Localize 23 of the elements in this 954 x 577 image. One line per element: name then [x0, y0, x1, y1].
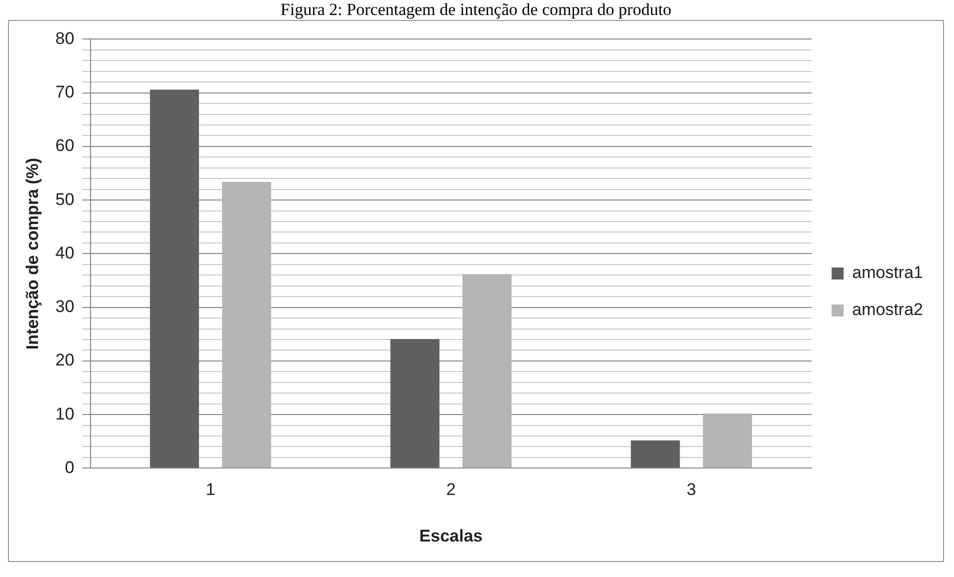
- y-tick-label: 70: [55, 82, 74, 102]
- x-tick-label: 1: [206, 480, 216, 500]
- chart-title: Figura 2: Porcentagem de intenção de compra do produto: [280, 0, 672, 20]
- y-tick-label: 50: [55, 190, 74, 209]
- bar: [702, 414, 752, 468]
- bar: [390, 338, 440, 468]
- y-tick-label: 40: [55, 243, 74, 262]
- y-tick-label: 30: [55, 297, 74, 316]
- y-axis-title: Intenção de compra (%): [22, 158, 42, 350]
- y-tick-label: 0: [64, 458, 74, 477]
- legend-label: amostra1: [852, 263, 924, 282]
- bar: [222, 182, 272, 468]
- bar: [630, 440, 680, 468]
- bar: [462, 274, 512, 468]
- y-tick-label: 60: [55, 136, 74, 156]
- y-tick-label: 10: [55, 404, 74, 424]
- legend-label: amostra2: [852, 300, 924, 320]
- x-tick-label: 2: [446, 480, 456, 500]
- y-tick-label: 80: [55, 28, 74, 48]
- x-tick-label: 3: [686, 480, 696, 500]
- bar: [150, 90, 199, 468]
- y-tick-label: 20: [55, 350, 74, 370]
- x-axis-title: Escalas: [419, 526, 483, 546]
